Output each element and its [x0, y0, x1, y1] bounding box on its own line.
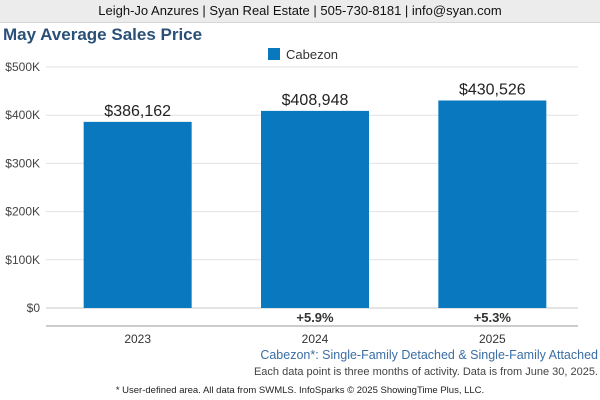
y-tick-label: $100K [5, 253, 40, 267]
bar [261, 110, 369, 309]
legend-label-cabezon: Cabezon [286, 46, 339, 62]
y-tick-label: $0 [27, 301, 41, 315]
change-label: +5.9% [296, 310, 334, 325]
contact-header: Leigh-Jo Anzures | Syan Real Estate | 50… [0, 0, 600, 23]
data-footnote: Each data point is three months of activ… [253, 366, 598, 378]
x-tick-label: 2025 [479, 332, 506, 346]
chart-title: May Average Sales Price [3, 25, 203, 44]
x-tick-label: 2024 [302, 332, 329, 346]
data-label: $408,948 [282, 92, 349, 109]
data-label: $430,526 [459, 81, 526, 98]
source-footnote: * User-defined area. All data from SWMLS… [115, 385, 485, 396]
area-footnote: Cabezon*: Single-Family Detached & Singl… [260, 348, 598, 362]
data-label: $386,162 [104, 103, 171, 120]
y-tick-label: $200K [5, 205, 40, 219]
change-label: +5.3% [474, 310, 512, 325]
x-tick-label: 2023 [124, 332, 151, 346]
legend-swatch-cabezon [268, 48, 280, 60]
bar [438, 100, 547, 308]
y-tick-label: $500K [5, 60, 40, 74]
chart-legend: Cabezon [268, 46, 338, 62]
bar [83, 121, 192, 308]
y-tick-label: $400K [5, 108, 40, 122]
y-tick-label: $300K [5, 156, 40, 170]
